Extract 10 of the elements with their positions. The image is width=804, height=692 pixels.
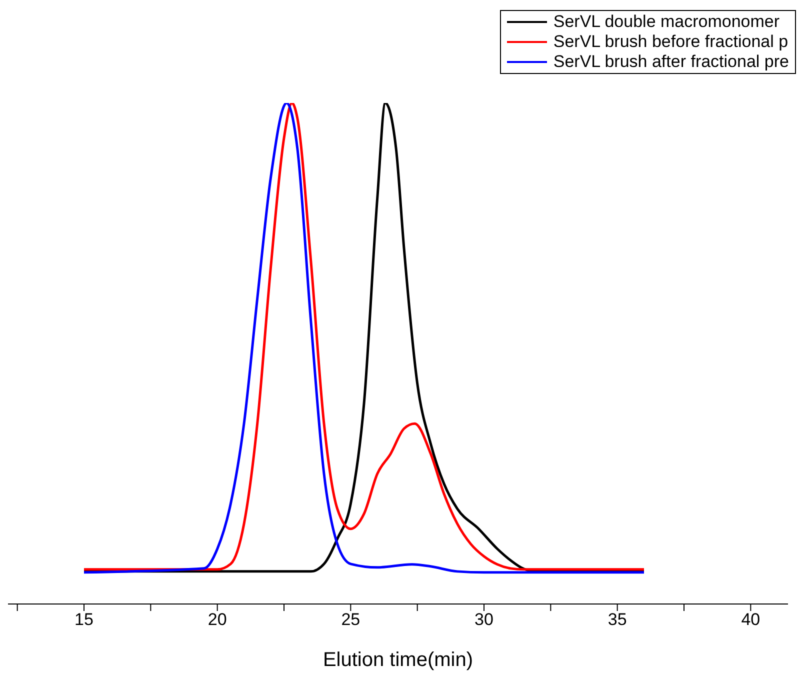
x-tick-label: 35 xyxy=(608,610,627,630)
legend-label: SerVL brush before fractional p xyxy=(553,32,788,52)
legend-label: SerVL double macromonomer xyxy=(553,12,780,32)
x-tick-label: 40 xyxy=(741,610,760,630)
x-axis-title: Elution time(min) xyxy=(322,649,474,671)
legend-label: SerVL brush after fractional pre xyxy=(553,52,789,72)
x-tick-label: 20 xyxy=(208,610,227,630)
x-tick-label: 25 xyxy=(341,610,360,630)
x-tick-label: 15 xyxy=(74,610,94,630)
x-tick-label: 30 xyxy=(474,610,494,630)
